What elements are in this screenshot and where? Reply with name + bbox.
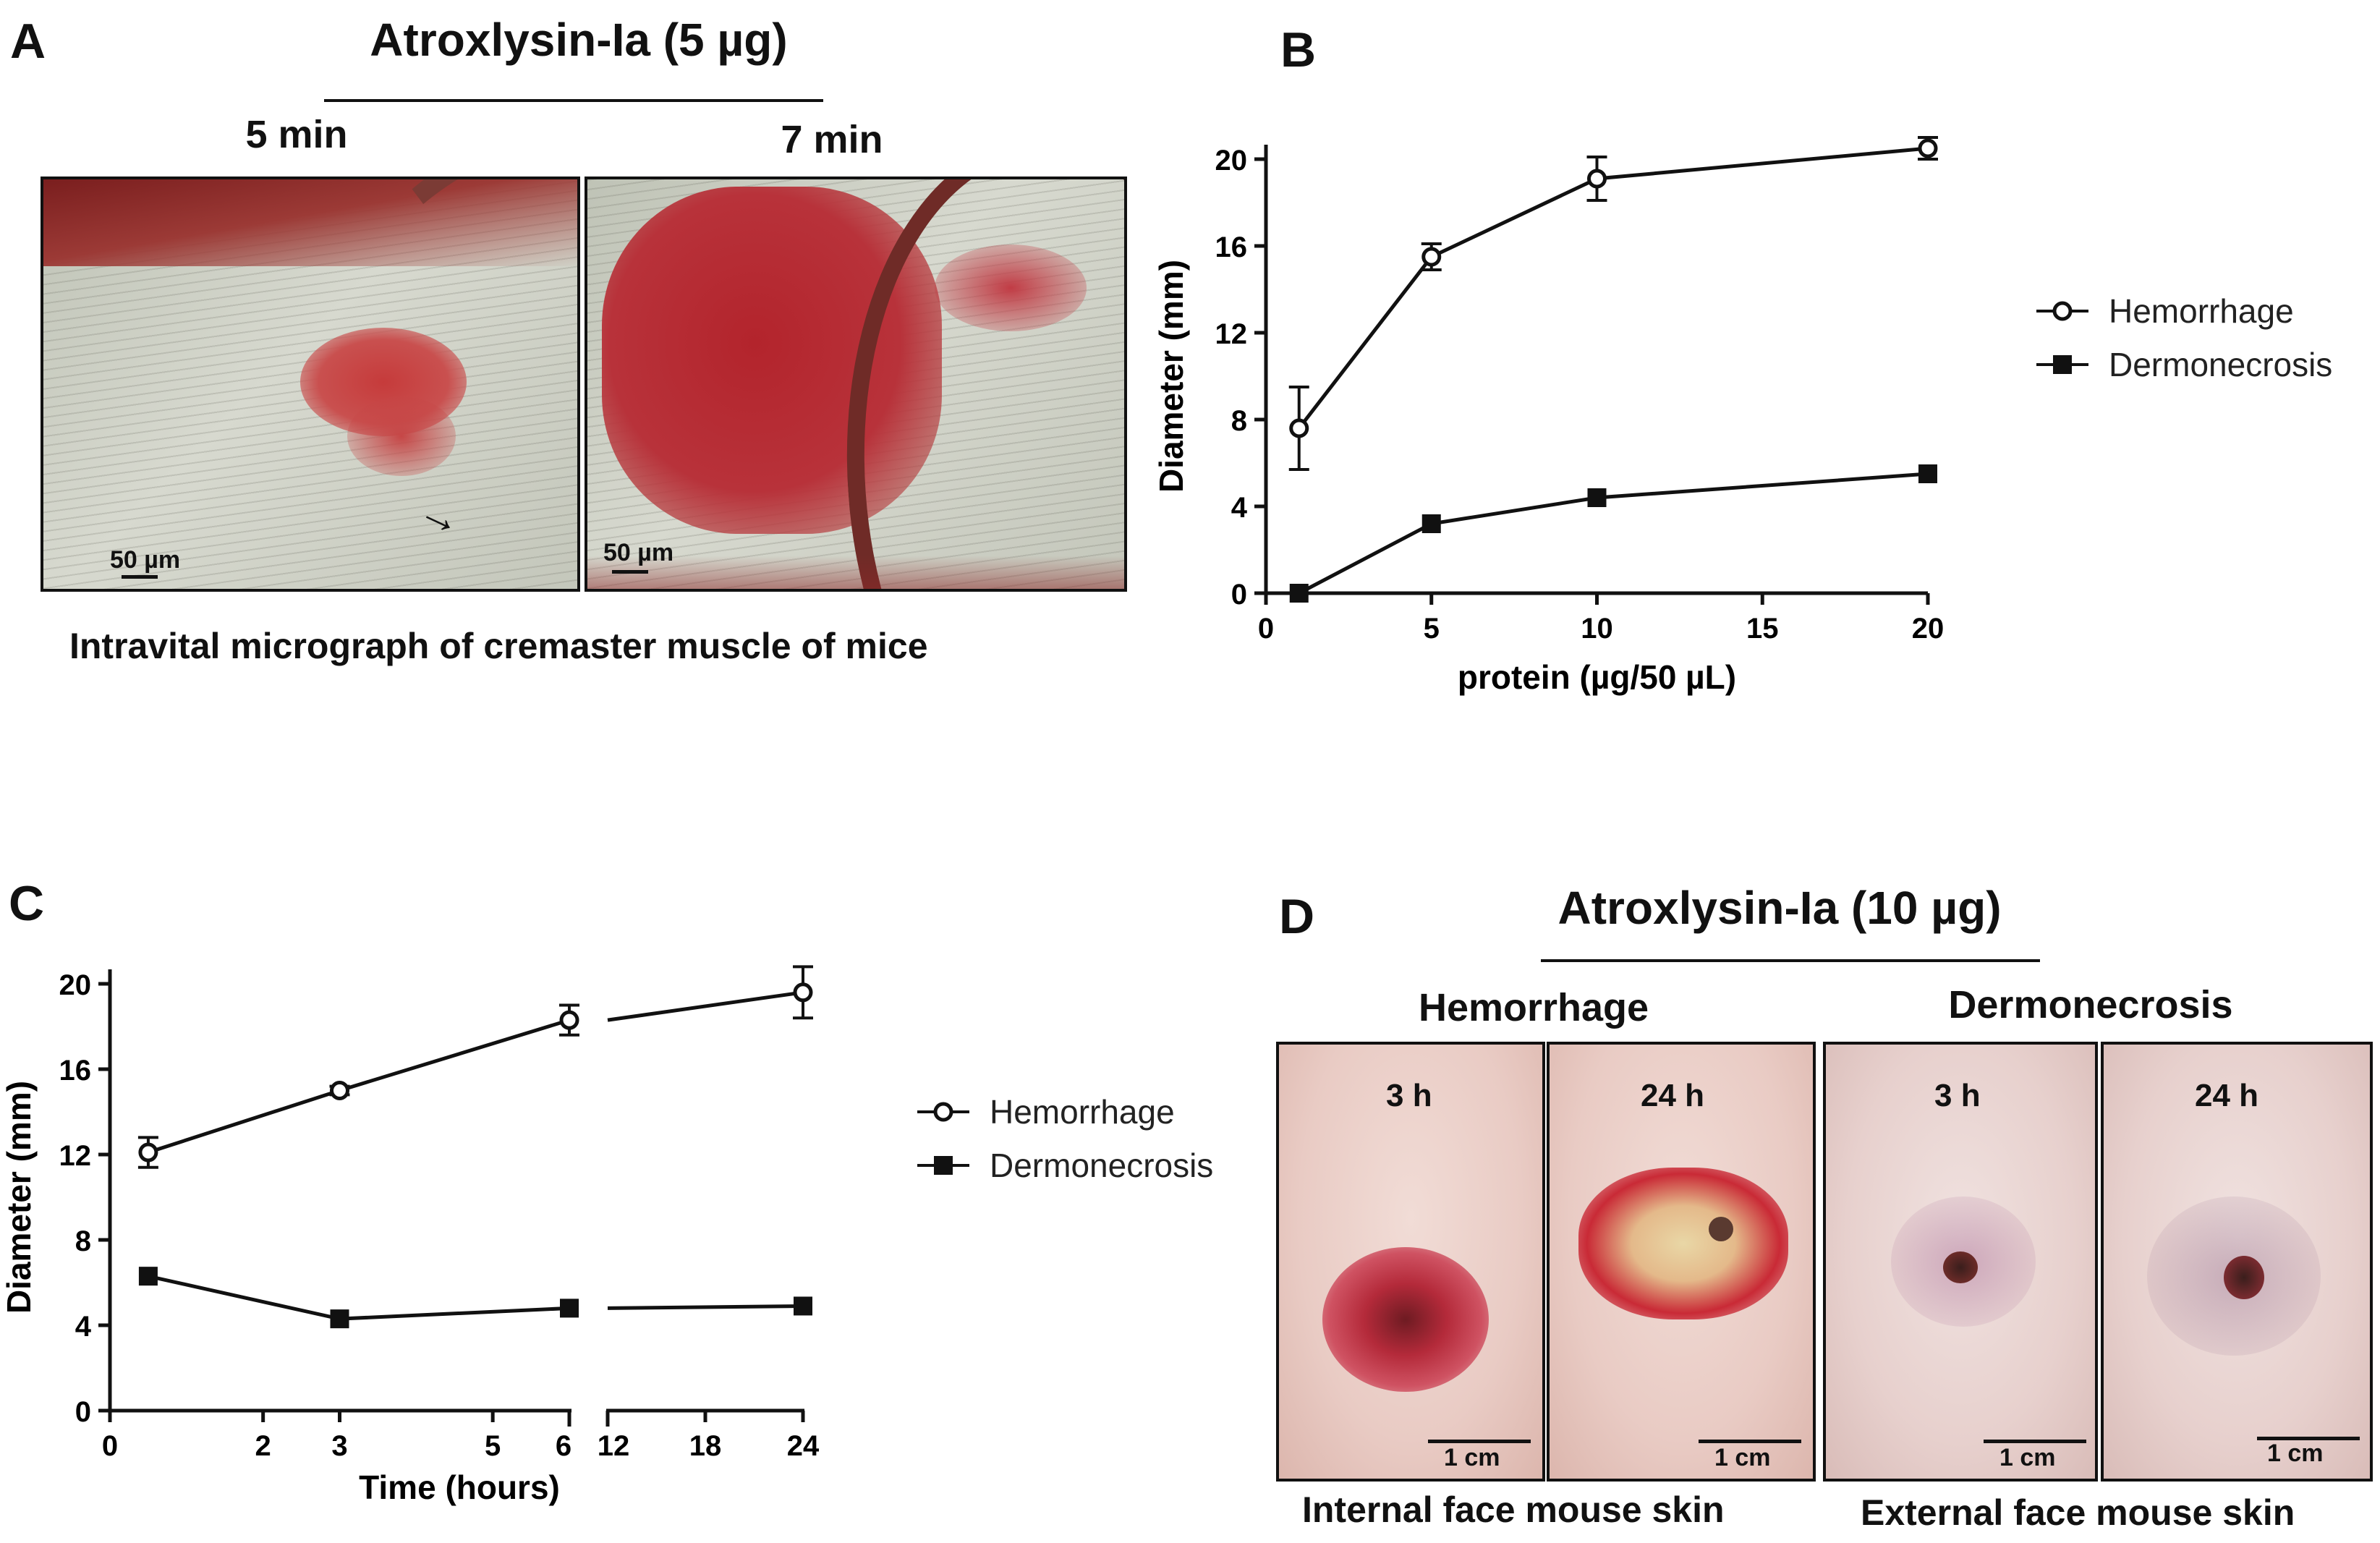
panel-label-b: B [1280,22,1317,77]
x-tick-label: 5 [1424,613,1440,645]
photo-time-label: 3 h [1934,1078,1981,1113]
panel-a-caption: Intravital micrograph of cremaster muscl… [69,626,928,666]
panel-d-caption-right: External face mouse skin [1861,1492,2295,1533]
panel-label-c: C [9,876,45,931]
panel-d-group-right: Dermonecrosis [1948,983,2233,1026]
legend-marker [2053,355,2072,374]
chart-b: 0 4 8 12 16 20 0 5 10 15 20 protein (µg/50 µL) Diame… [1152,136,2332,696]
y-tick-label: 8 [1231,405,1247,437]
scale-label: 1 cm [1714,1444,1771,1471]
y-tick-label: 0 [1231,579,1247,611]
y-tick-label: 20 [1215,145,1248,177]
photo-time-label: 24 h [2195,1078,2259,1113]
data-point [1918,138,1938,158]
data-point [1421,514,1441,533]
y-axis-label: Diameter (mm) [0,1081,38,1314]
x-axis-label: Time (hours) [359,1468,560,1506]
data-point [793,982,813,1003]
panel-label-d: D [1279,889,1315,944]
panel-d-caption-left: Internal face mouse skin [1302,1489,1725,1530]
data-point [330,1081,349,1100]
y-axis-label: Diameter (mm) [1152,260,1190,493]
skin-photo-hemorrhage-3h: 3 h 1 cm [1276,1042,1545,1482]
micrograph-5min: → 50 µm [41,177,580,592]
scale-bar [1699,1440,1801,1443]
micrograph-7min: 50 µm [585,177,1127,592]
skin-photo-dermonecrosis-24h: 24 h 1 cm [2101,1042,2373,1482]
legend-marker [2052,301,2073,321]
y-tick-label: 20 [59,969,92,1001]
x-tick-label: 10 [1581,613,1613,645]
y-tick-label: 16 [1215,231,1248,263]
data-point [138,1142,158,1162]
panel-a-title: Atroxlysin-Ia (5 µg) [370,14,788,66]
data-point [1289,418,1309,438]
panel-a-time-right: 7 min [781,118,883,161]
x-tick-label: 0 [1258,613,1274,645]
series-line [148,1274,570,1321]
panel-a-title-rule [324,99,823,102]
data-point [1918,464,1937,483]
series-line [148,1018,570,1155]
x-tick-label: 15 [1746,613,1779,645]
scale-bar [1984,1440,2086,1443]
x-axis-label: protein (µg/50 µL) [1458,658,1736,696]
scale-label-a-left: 50 µm [110,546,181,574]
x-tick-label: 0 [102,1430,118,1462]
data-point [138,1267,158,1286]
data-point [1289,584,1309,603]
scale-bar [1428,1440,1531,1443]
y-tick-label: 4 [1231,492,1248,524]
y-tick-label: 12 [1215,318,1248,350]
series-line [1297,146,1929,430]
scale-label: 1 cm [2267,1440,2324,1467]
legend-marker [933,1102,953,1122]
legend-marker [934,1156,953,1175]
legend-label: Dermonecrosis [2109,346,2332,383]
panel-d-title: Atroxlysin-Ia (10 µg) [1557,882,2002,934]
y-tick-label: 0 [75,1396,91,1428]
x-tick-label: 6 [556,1430,571,1462]
legend-label: Hemorrhage [990,1093,1175,1131]
x-tick-label: 2 [255,1430,271,1462]
panel-d-group-left: Hemorrhage [1418,986,1649,1029]
legend-label: Dermonecrosis [990,1147,1213,1184]
data-point [1587,169,1607,189]
x-tick-label: 12 [598,1430,630,1462]
y-tick-label: 12 [59,1140,92,1172]
chart-c: 0 4 8 12 16 20 0 2 3 5 6 12 18 24 Time (hours) Diameter… [0,965,1213,1506]
y-tick-label: 8 [75,1225,91,1257]
scale-bar [2257,1437,2360,1440]
y-tick-label: 16 [59,1055,92,1087]
legend-label: Hemorrhage [2109,292,2294,330]
data-point [559,1010,579,1030]
photo-time-label: 24 h [1641,1078,1705,1113]
skin-photo-dermonecrosis-3h: 3 h 1 cm [1823,1042,2098,1482]
y-tick-label: 4 [75,1311,92,1343]
photo-time-label: 3 h [1386,1078,1432,1113]
series-line-segment [607,1304,804,1310]
scale-bar-a-left [122,575,158,579]
x-tick-label: 18 [689,1430,722,1462]
panel-a-time-left: 5 min [245,113,348,156]
panel-label-a: A [10,14,46,69]
scale-label: 1 cm [1999,1444,2056,1471]
x-tick-label: 24 [787,1430,820,1462]
skin-photo-hemorrhage-24h: 24 h 1 cm [1547,1042,1816,1482]
scale-label-a-right: 50 µm [603,539,674,566]
data-point [1421,247,1442,267]
data-point [330,1309,349,1329]
x-tick-label: 3 [331,1430,347,1462]
x-tick-label: 5 [485,1430,501,1462]
data-point [794,1296,812,1316]
series-line [1298,472,1929,595]
data-point [1587,488,1607,507]
scale-label: 1 cm [1444,1444,1500,1471]
series-line-segment [607,990,804,1022]
x-tick-label: 20 [1912,613,1945,645]
data-point [560,1298,579,1318]
scale-bar-a-right [612,570,648,574]
panel-d-title-rule [1541,959,2040,962]
